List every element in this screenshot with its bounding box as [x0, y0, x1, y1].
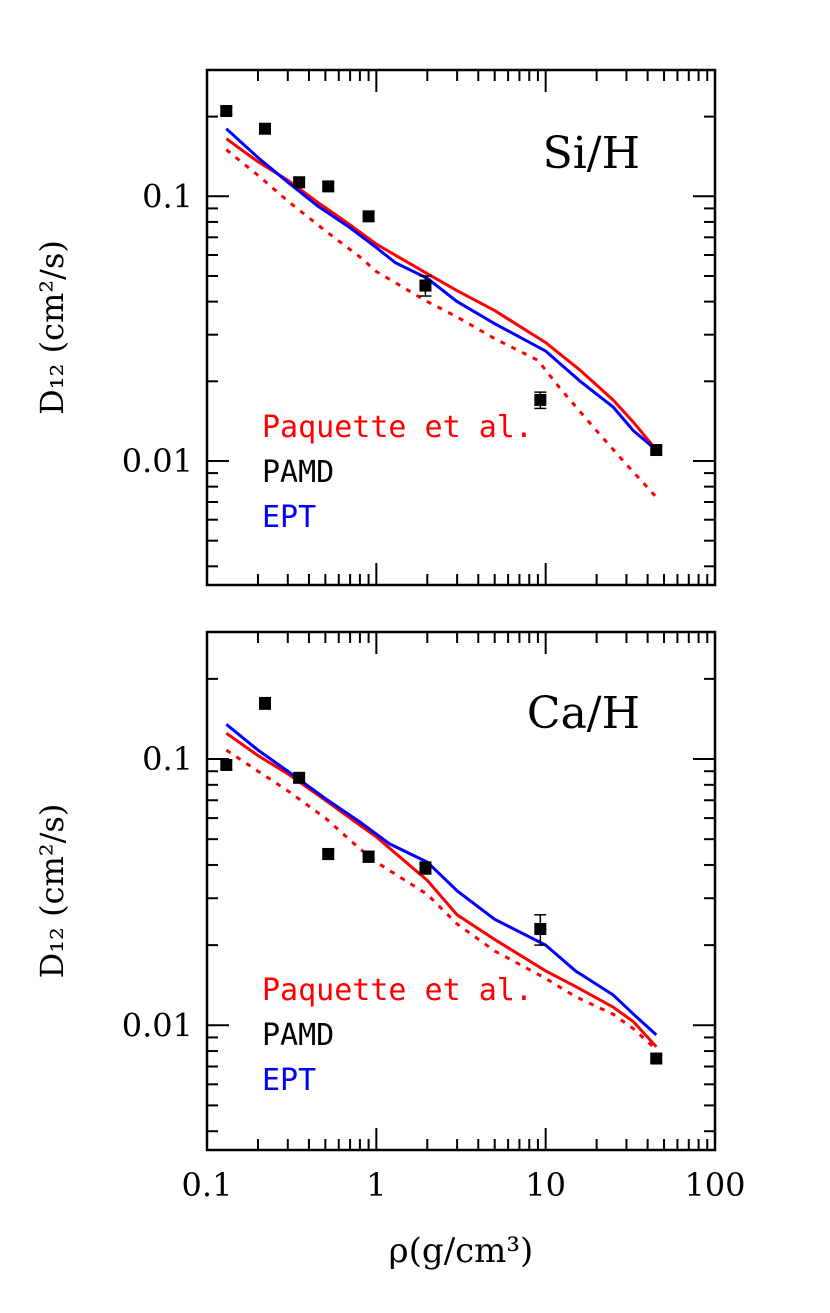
legend-entry-paquette: Paquette et al.: [262, 410, 533, 445]
series-group: [220, 105, 663, 499]
y-tick-label: 0.1: [142, 740, 193, 778]
panel-label: Ca/H: [527, 688, 640, 739]
series-line-paquette: [225, 137, 658, 451]
series-line-ept: [225, 127, 658, 452]
plot-frame: [205, 630, 717, 1152]
data-point-pamd: [322, 180, 335, 193]
data-point-pamd: [293, 176, 306, 189]
data-point-pamd: [258, 122, 271, 135]
legend-entry-ept: EPT: [262, 500, 316, 535]
data-point-pamd: [534, 922, 547, 935]
legend: Paquette et al. PAMD EPT: [262, 973, 533, 1098]
y-tick-label: 0.01: [122, 442, 193, 480]
x-tick-label: 1: [366, 1166, 386, 1204]
legend-entry-ept: EPT: [262, 1063, 316, 1098]
data-point-pamd: [258, 697, 271, 710]
data-point-pamd: [220, 105, 233, 118]
plot-frame: [205, 68, 717, 587]
panel-label: Si/H: [543, 128, 640, 179]
x-tick-label: 10: [525, 1166, 566, 1204]
x-tick-label: 0.1: [182, 1166, 233, 1204]
legend: Paquette et al. PAMD EPT: [262, 410, 533, 535]
data-point-pamd: [362, 210, 375, 223]
legend-entry-pamd: PAMD: [262, 455, 334, 490]
legend-entry-pamd: PAMD: [262, 1018, 334, 1053]
data-point-pamd: [362, 850, 375, 863]
series-line-paquette-dotted: [225, 148, 658, 499]
data-point-pamd: [534, 393, 547, 406]
legend-entry-paquette: Paquette et al.: [262, 973, 533, 1008]
data-point-pamd: [220, 758, 233, 771]
data-point-pamd: [419, 279, 432, 292]
series-line-paquette-dotted: [225, 748, 658, 1051]
data-point-pamd: [322, 847, 335, 860]
data-point-pamd: [650, 444, 663, 457]
series-group: [220, 696, 663, 1065]
data-point-pamd: [650, 1052, 663, 1065]
axis-ticks: [206, 69, 716, 585]
y-tick-label: 0.01: [122, 1006, 193, 1044]
x-tick-label: 100: [684, 1166, 745, 1204]
data-point-pamd: [419, 861, 432, 874]
data-point-pamd: [293, 771, 306, 784]
y-axis-label: D₁₂ (cm²/s): [33, 240, 71, 415]
x-axis-label: ρ(g/cm³): [389, 1231, 534, 1271]
y-tick-label: 0.1: [142, 177, 193, 215]
chart-panel-ca-h: D₁₂ (cm²/s) Ca/H Paquette et al. PAMD EP…: [33, 630, 746, 1271]
y-axis-label: D₁₂ (cm²/s): [33, 804, 71, 979]
chart-panel-si-h: D₁₂ (cm²/s) Si/H Paquette et al. PAMD EP…: [33, 68, 717, 587]
